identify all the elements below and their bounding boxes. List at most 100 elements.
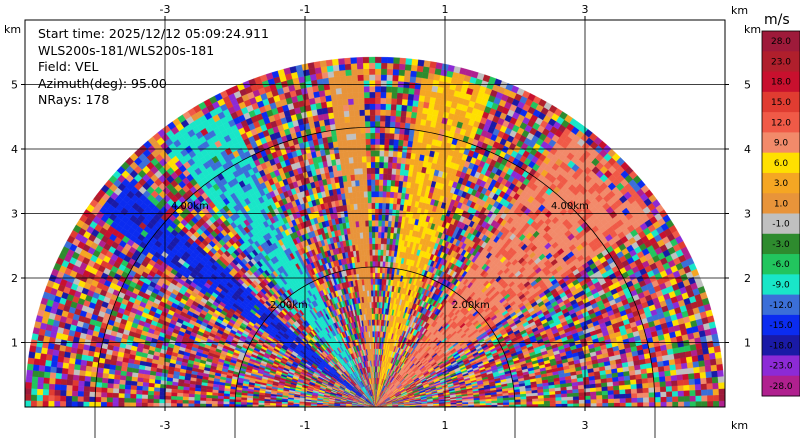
data-cell [590, 402, 597, 407]
data-cell [409, 76, 417, 83]
data-cell [430, 91, 438, 99]
data-cell [653, 376, 660, 383]
data-cell [619, 389, 626, 395]
data-cell [699, 371, 707, 379]
data-cell [428, 67, 436, 75]
data-cell [698, 360, 706, 367]
data-cell [416, 106, 424, 114]
data-cell [677, 390, 685, 397]
data-cell [543, 400, 551, 405]
data-cell [708, 352, 716, 360]
data-cell [578, 395, 586, 400]
data-cell [689, 401, 696, 407]
data-cell [422, 101, 430, 109]
data-cell [682, 373, 689, 380]
data-cell [537, 394, 545, 399]
data-cell [701, 389, 708, 396]
data-cell [666, 396, 673, 403]
data-cell [503, 402, 510, 405]
data-cell [590, 399, 597, 404]
data-cell [412, 94, 420, 102]
data-cell [414, 123, 421, 131]
data-cell [578, 403, 586, 407]
data-cell [718, 394, 725, 402]
data-cell [406, 146, 413, 154]
data-cell [707, 400, 714, 407]
data-cell [406, 105, 413, 112]
data-cell [613, 398, 621, 403]
data-cell [672, 401, 679, 407]
data-cell [514, 399, 521, 403]
data-cell [538, 400, 545, 405]
data-cell [619, 397, 626, 403]
data-cell [675, 363, 682, 370]
data-cell [417, 100, 425, 108]
data-cell [686, 361, 694, 369]
data-cell [671, 385, 679, 392]
data-cell [664, 370, 671, 377]
data-cell [595, 390, 603, 396]
data-cell [423, 95, 431, 103]
data-cell [572, 388, 579, 394]
data-cell [654, 396, 661, 403]
data-cell [602, 398, 609, 404]
data-cell [607, 385, 614, 391]
data-cell [713, 345, 721, 353]
data-cell [589, 383, 596, 389]
data-cell [567, 403, 574, 407]
data-cell [630, 379, 637, 385]
data-cell [526, 401, 533, 405]
data-cell [713, 400, 720, 407]
data-cell [641, 377, 649, 384]
data-cell [410, 111, 418, 119]
data-cell [402, 140, 409, 147]
data-cell [612, 380, 620, 387]
data-cell [397, 186, 403, 193]
data-cell [410, 64, 418, 72]
data-cell [631, 397, 638, 403]
data-cell [561, 393, 568, 398]
data-cell [630, 383, 637, 390]
data-cell [590, 391, 597, 396]
data-cell [683, 390, 690, 397]
data-cell [668, 358, 676, 366]
data-cell [491, 402, 498, 406]
data-cell [693, 372, 701, 379]
data-cell [691, 355, 699, 363]
data-cell [408, 82, 416, 89]
data-cell [613, 393, 620, 399]
data-cell [677, 385, 684, 392]
data-cell [623, 375, 631, 381]
data-cell [683, 395, 691, 402]
data-cell [703, 353, 711, 361]
data-cell [404, 163, 410, 171]
data-cell [405, 111, 412, 118]
data-cell [716, 363, 724, 371]
data-cell [408, 87, 415, 95]
data-cell [400, 157, 407, 165]
data-cell [624, 384, 632, 390]
data-cell [420, 118, 427, 126]
data-cell [671, 380, 678, 387]
data-cell [618, 380, 626, 386]
data-cell [712, 388, 720, 396]
data-cell [573, 403, 580, 407]
data-cell [520, 398, 527, 403]
data-cell [694, 383, 702, 391]
data-cell [418, 94, 425, 102]
data-cell [706, 388, 714, 396]
data-cell [410, 117, 417, 125]
data-cell [584, 395, 591, 400]
data-cell [687, 367, 695, 374]
data-cell [683, 384, 690, 391]
data-cell [407, 93, 414, 101]
data-cell [707, 346, 715, 354]
data-cell [427, 72, 435, 80]
data-cell [717, 369, 724, 377]
data-cell [659, 376, 666, 382]
data-cell [718, 400, 725, 407]
data-cell [584, 391, 591, 397]
data-cell [674, 357, 682, 365]
data-cell [399, 169, 405, 176]
data-cell [697, 354, 705, 362]
